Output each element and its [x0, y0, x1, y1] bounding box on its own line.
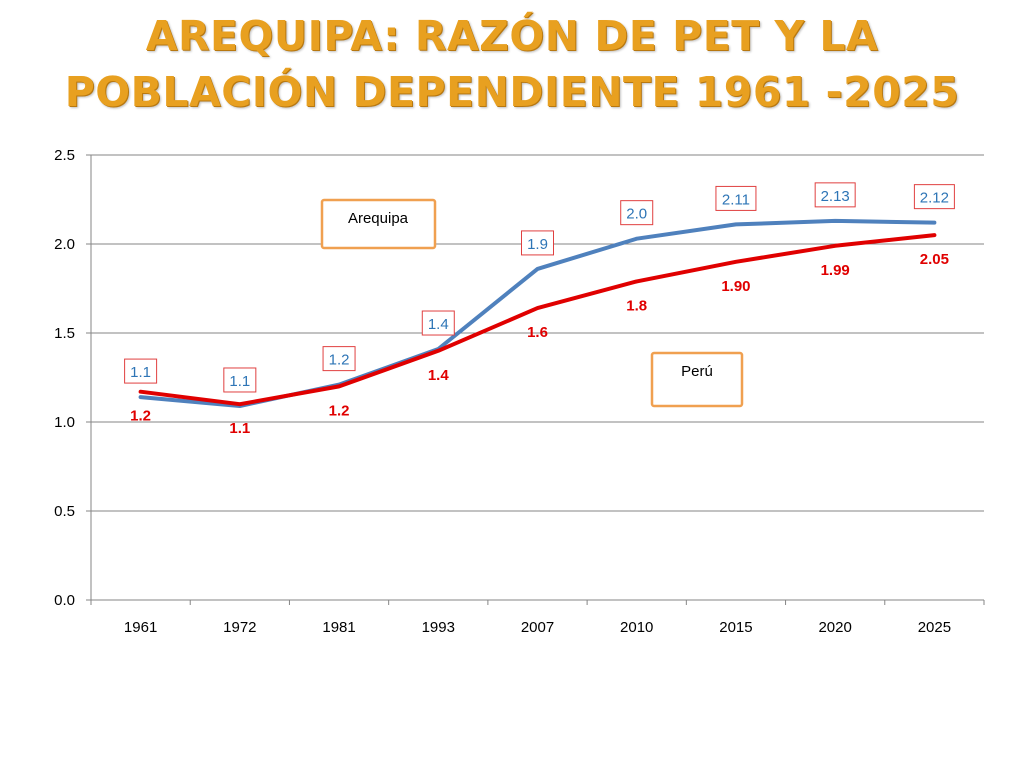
arequipa-label-box	[124, 358, 158, 384]
x-tick-label-1961: 1961	[124, 619, 157, 636]
annotation-peru: Perú	[650, 351, 744, 408]
arequipa-data-label-1981: 1.2	[322, 346, 356, 372]
arequipa-data-label-2010: 2.0	[620, 200, 654, 226]
y-tick-label-1: 0.5	[54, 503, 75, 520]
arequipa-label-box	[620, 200, 654, 226]
arequipa-label-text: 1.9	[527, 236, 548, 253]
arequipa-label-box	[322, 346, 356, 372]
x-tick-label-2025: 2025	[918, 619, 951, 636]
peru-data-label-2015: 1.90	[721, 278, 750, 295]
slide-title: AREQUIPA: RAZÓN DE PET Y LA POBLACIÓN DE…	[0, 8, 1024, 120]
series-lines	[138, 218, 937, 408]
peru-data-label-2020: 1.99	[821, 262, 850, 279]
annotation-arequipa: Arequipa	[320, 198, 437, 250]
x-tick-label-1993: 1993	[422, 619, 455, 636]
title-line-2: POBLACIÓN DEPENDIENTE 1961 -2025	[64, 68, 960, 116]
arequipa-label-box	[814, 182, 856, 208]
arequipa-data-label-2007: 1.9	[521, 230, 554, 256]
arequipa-label-box	[521, 230, 554, 256]
y-tick-label-0: 0.0	[54, 592, 75, 609]
arequipa-label-box	[913, 184, 955, 210]
arequipa-data-label-1993: 1.4	[421, 310, 455, 336]
peru-data-label-2025: 2.05	[920, 251, 949, 268]
arequipa-label-box	[223, 367, 257, 393]
x-tick-label-2015: 2015	[719, 619, 752, 636]
x-tick-label-1972: 1972	[223, 619, 256, 636]
arequipa-label-text: 2.12	[920, 190, 949, 207]
peru-data-label-2007: 1.6	[527, 324, 548, 341]
x-tick-label-2010: 2010	[620, 619, 653, 636]
x-tick-label-1981: 1981	[322, 619, 355, 636]
arequipa-label-box	[715, 185, 757, 211]
arequipa-data-label-1961: 1.1	[124, 358, 158, 384]
axes: 0.0 0.5 1.0 1.5 2.0 2.5 1961 1972 1981 1993 2007 20…	[54, 147, 985, 636]
arequipa-data-label-2015: 2.11	[715, 185, 757, 211]
x-tick-label-2007: 2007	[521, 619, 554, 636]
arequipa-label-text: 1.2	[329, 352, 350, 369]
peru-data-label-1961: 1.2	[130, 408, 151, 425]
data-labels: 1.1 1.1 1.2 1.4 1.9 2.0 2.11 2.13 2.12 1.2 1.1 1.2 1…	[124, 182, 955, 437]
arequipa-label-text: 2.0	[626, 206, 647, 223]
series-line-peru	[138, 233, 937, 407]
title-line-1: AREQUIPA: RAZÓN DE PET Y LA	[145, 12, 879, 60]
annotation-text: Perú	[681, 363, 713, 380]
arequipa-label-text: 2.11	[722, 191, 750, 208]
peru-data-label-2010: 1.8	[626, 297, 647, 314]
peru-data-label-1981: 1.2	[329, 402, 350, 419]
arequipa-data-label-2020: 2.13	[814, 182, 856, 208]
y-tick-label-2: 1.0	[54, 414, 75, 431]
peru-data-label-1993: 1.4	[428, 367, 450, 384]
annotation-box	[650, 351, 744, 408]
arequipa-label-text: 1.1	[130, 364, 151, 381]
arequipa-label-box	[421, 310, 455, 336]
x-tick-label-2020: 2020	[818, 619, 851, 636]
arequipa-label-text: 1.4	[428, 316, 449, 333]
arequipa-data-label-1972: 1.1	[223, 367, 257, 393]
arequipa-label-text: 2.13	[821, 188, 850, 205]
peru-data-label-1972: 1.1	[229, 420, 250, 437]
arequipa-label-text: 1.1	[229, 373, 250, 390]
annotation-box	[320, 198, 437, 250]
y-tick-label-3: 1.5	[54, 325, 75, 342]
annotation-text: Arequipa	[348, 210, 409, 227]
annotations: Arequipa Perú	[320, 198, 744, 408]
arequipa-data-label-2025: 2.12	[913, 184, 955, 210]
y-tick-label-4: 2.0	[54, 236, 75, 253]
y-tick-label-5: 2.5	[54, 147, 75, 164]
